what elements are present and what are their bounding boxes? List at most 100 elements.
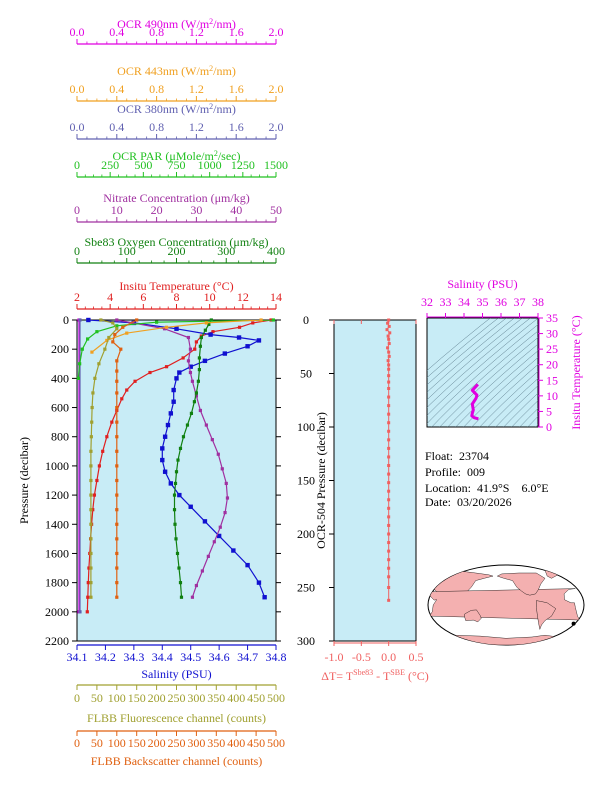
ts-density-contour (463, 357, 538, 427)
data-point-backscatter (115, 508, 119, 512)
pressure-tick-label: 2200 (45, 634, 69, 648)
diff-data-point (387, 515, 391, 519)
data-point-nitrate (186, 335, 191, 340)
data-point-backscatter (115, 435, 119, 439)
data-point-salinity (256, 580, 262, 585)
diff-data-point (387, 386, 391, 390)
diff-tick-label: 0.5 (409, 650, 424, 664)
data-point-salinity (160, 457, 165, 463)
tick-label-ocr443: 1.2 (189, 82, 204, 96)
ts-y-tick-label: 30 (546, 327, 558, 341)
ts-x-tick-label: 32 (421, 295, 433, 309)
tick-label-temperature: 14 (270, 290, 282, 304)
tick-label-par: 500 (134, 158, 152, 172)
tick-label-fluorescence: 150 (128, 691, 146, 705)
ts-x-tick-label: 37 (514, 295, 526, 309)
temperature-difference-plot: 0 50 100 150 200 250 300 OCR-504 Pressure (deci… (297, 313, 429, 683)
map-float-marker (571, 621, 576, 626)
data-point-nitrate (206, 554, 210, 558)
diff-data-point (387, 337, 391, 341)
tick-label-temperature: 2 (74, 290, 80, 304)
data-point-fluorescence (89, 449, 93, 453)
data-point-oxygen (189, 411, 194, 415)
data-point-salinity (245, 562, 250, 568)
data-point-salinity (171, 387, 176, 393)
data-point-backscatter (115, 566, 119, 570)
ts-x-tick-label: 35 (477, 295, 489, 309)
data-point-salinity (188, 364, 193, 369)
data-point-ocr443 (204, 321, 208, 325)
data-point-salinity (245, 344, 250, 349)
diff-data-point (387, 558, 391, 562)
float-id: Float: 23704 (425, 449, 490, 463)
data-point-backscatter (113, 332, 117, 337)
data-point-nitrate (194, 394, 198, 398)
data-point-fluorescence (89, 522, 93, 526)
data-point-nitrate (198, 408, 202, 413)
diff-tick-label: -0.5 (352, 650, 371, 664)
data-point-backscatter (135, 318, 139, 322)
tick-label-backscatter: 450 (247, 736, 265, 750)
data-point-temperature (120, 397, 124, 401)
data-point-fluorescence (89, 595, 93, 599)
tick-label-fluorescence: 50 (91, 691, 103, 705)
diff-data-point (387, 481, 391, 485)
ts-density-contour (439, 337, 538, 427)
axis-label-ocr443: OCR 443nm (W/m2/nm) (117, 64, 236, 78)
map-landmass (496, 572, 546, 596)
data-point-backscatter (115, 449, 119, 453)
axis-label-salinity: Salinity (PSU) (141, 667, 211, 681)
diff-data-point (387, 575, 391, 579)
data-point-par (80, 347, 84, 351)
data-point-nitrate (216, 452, 220, 456)
tick-label-fluorescence: 0 (74, 691, 80, 705)
data-point-oxygen (197, 356, 201, 360)
data-point-nitrate (131, 321, 135, 325)
ts-x-axis-label: Salinity (PSU) (447, 277, 517, 291)
tick-label-salinity: 34.6 (209, 650, 230, 664)
diff-data-point (387, 455, 391, 459)
tick-label-backscatter: 350 (207, 736, 225, 750)
data-point-backscatter (115, 551, 119, 556)
ts-density-contour (495, 385, 538, 427)
ts-y-tick-label: 15 (546, 373, 558, 387)
data-point-salinity (216, 533, 222, 539)
data-point-temperature (86, 595, 90, 599)
data-point-temperature (97, 464, 101, 468)
ts-density-contour (519, 408, 538, 427)
pressure-tick-label: 400 (51, 371, 69, 385)
tick-label-ocr443: 2.0 (269, 82, 284, 96)
tick-label-par: 1000 (198, 158, 222, 172)
data-point-oxygen (178, 581, 183, 585)
data-point-fluorescence (89, 581, 93, 585)
data-point-fluorescence (89, 508, 93, 512)
profile-date: Date: 03/20/2026 (425, 495, 512, 509)
data-point-nitrate (204, 423, 208, 427)
data-point-oxygen (172, 508, 177, 512)
data-point-temperature (125, 388, 129, 392)
data-point-salinity (231, 548, 236, 553)
data-point-nitrate (188, 347, 193, 351)
ts-density-contour (431, 330, 538, 427)
diff-pressure-axis-label: OCR-504 Pressure (decibar) (314, 412, 328, 549)
ts-x-tick-label: 34 (458, 295, 470, 309)
data-point-oxygen (207, 322, 211, 326)
profile-location: Location: 41.9°S 6.0°E (425, 481, 549, 495)
data-point-salinity (162, 434, 168, 439)
axis-label-ocr380: OCR 380nm (W/m2/nm) (117, 102, 236, 116)
data-point-backscatter (121, 325, 125, 329)
data-point-salinity (177, 492, 182, 498)
data-point-salinity (174, 326, 179, 331)
diff-data-point (387, 350, 391, 354)
data-point-oxygen (177, 566, 181, 570)
tick-label-nitrate: 50 (270, 203, 282, 217)
data-point-fluorescence (91, 391, 95, 395)
diff-data-point (387, 363, 391, 367)
tick-label-nitrate: 10 (111, 203, 123, 217)
ts-y-tick-label: 0 (546, 420, 552, 434)
data-point-fluorescence (103, 347, 107, 351)
tick-label-salinity: 34.3 (123, 650, 144, 664)
tick-label-fluorescence: 450 (247, 691, 265, 705)
data-point-fluorescence (90, 405, 94, 410)
data-point-oxygen (185, 423, 190, 427)
